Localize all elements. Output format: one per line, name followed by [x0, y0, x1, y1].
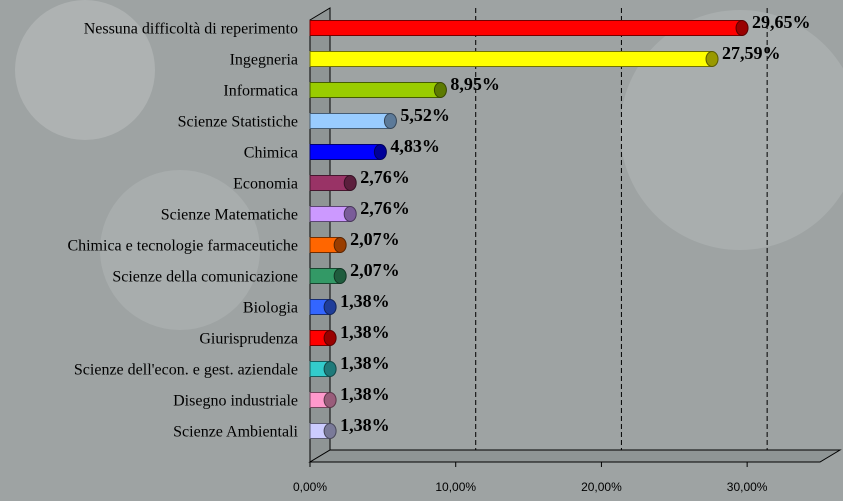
value-label: 2,07%	[350, 229, 400, 249]
bar-cap	[373, 144, 387, 160]
category-label: Economia	[233, 176, 298, 193]
category-label: Scienze della comunicazione	[112, 269, 298, 286]
category-label: Scienze Statistiche	[178, 114, 298, 131]
bar	[309, 51, 713, 67]
x-tick-label: 20,00%	[581, 480, 622, 494]
value-label: 29,65%	[752, 12, 811, 32]
bar-group	[309, 330, 337, 346]
bar-cap	[323, 392, 337, 408]
bar-cap	[323, 423, 337, 439]
bar-cap	[343, 175, 357, 191]
category-label: Chimica	[244, 145, 298, 162]
value-label: 2,07%	[350, 260, 400, 280]
category-label: Scienze Matematiche	[161, 207, 298, 224]
value-label: 5,52%	[400, 105, 450, 125]
bar	[309, 113, 391, 129]
value-label: 27,59%	[722, 43, 781, 63]
category-label: Scienze Ambientali	[173, 424, 298, 441]
bar-cap	[705, 51, 719, 67]
bar-group	[309, 299, 337, 315]
bar-cap	[433, 82, 447, 98]
decor	[620, 10, 843, 250]
x-tick-label: 0,00%	[293, 480, 327, 494]
value-label: 1,38%	[340, 415, 390, 435]
bar-group	[309, 51, 719, 67]
bar-group	[309, 206, 357, 222]
bar-group	[309, 392, 337, 408]
bar-cap	[735, 20, 749, 36]
bar-cap	[323, 361, 337, 377]
bar-group	[309, 268, 347, 284]
decor	[15, 0, 155, 140]
bar-group	[309, 144, 387, 160]
bar-cap	[343, 206, 357, 222]
value-label: 2,76%	[360, 167, 410, 187]
bar	[309, 20, 743, 36]
value-label: 8,95%	[450, 74, 500, 94]
category-label: Disegno industriale	[173, 393, 298, 410]
category-label: Nessuna difficoltà di reperimento	[84, 21, 298, 38]
bar-cap	[323, 299, 337, 315]
bar-cap	[323, 330, 337, 346]
bar-cap	[333, 237, 347, 253]
bar-group	[309, 423, 337, 439]
decor	[100, 170, 260, 330]
category-label: Informatica	[223, 83, 298, 100]
value-label: 1,38%	[340, 291, 390, 311]
bar-cap	[333, 268, 347, 284]
value-label: 1,38%	[340, 384, 390, 404]
value-label: 1,38%	[340, 322, 390, 342]
bar-group	[309, 20, 749, 36]
value-label: 4,83%	[390, 136, 440, 156]
bar-cap	[383, 113, 397, 129]
floor	[308, 449, 842, 463]
category-label: Biologia	[243, 300, 298, 317]
value-label: 2,76%	[360, 198, 410, 218]
x-tick-label: 30,00%	[727, 480, 768, 494]
bar-group	[309, 361, 337, 377]
bar	[309, 144, 381, 160]
category-label: Scienze dell'econ. e gest. aziendale	[74, 362, 298, 379]
bar	[309, 82, 441, 98]
bar-group	[309, 237, 347, 253]
bar-group	[309, 113, 397, 129]
value-label: 1,38%	[340, 353, 390, 373]
bar-group	[309, 175, 357, 191]
category-label: Giurisprudenza	[199, 331, 298, 348]
category-label: Ingegneria	[230, 52, 298, 69]
x-tick-label: 10,00%	[435, 480, 476, 494]
bar-group	[309, 82, 447, 98]
category-label: Chimica e tecnologie farmaceutiche	[67, 238, 298, 255]
